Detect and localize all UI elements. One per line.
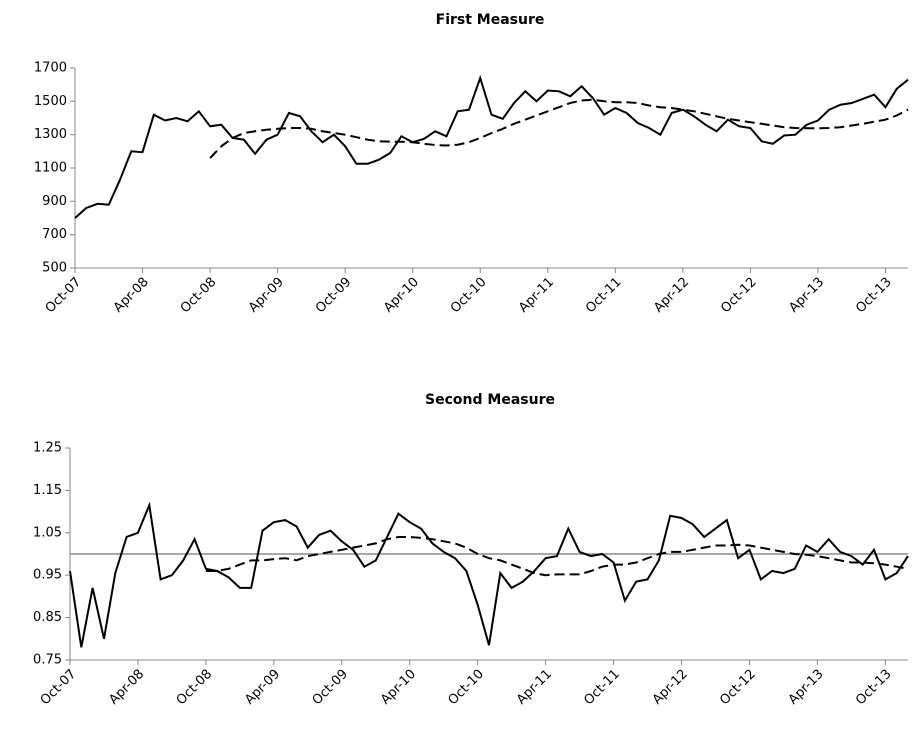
chart-title: Second Measure (425, 392, 555, 408)
line-series (74, 74, 909, 219)
x-tick-label: Oct-07 (38, 667, 80, 709)
x-tick-label: Apr-10 (378, 667, 419, 708)
x-tick-label: Oct-12 (717, 667, 759, 709)
x-tick-label: Apr-08 (106, 667, 147, 708)
y-tick-label: 1100 (34, 161, 67, 176)
x-tick-label: Apr-13 (786, 275, 827, 316)
line-series (69, 501, 909, 648)
y-tick-label: 0.95 (33, 568, 62, 583)
x-tick-label: Oct-13 (853, 275, 895, 317)
y-tick-label: 1.05 (33, 525, 62, 540)
x-tick-label: Apr-10 (381, 275, 422, 316)
line-series (205, 536, 909, 577)
x-tick-label: Oct-11 (581, 667, 623, 709)
x-tick-label: Oct-10 (445, 667, 487, 709)
chart-title: First Measure (436, 12, 545, 28)
x-tick-label: Apr-08 (111, 275, 152, 316)
y-tick-label: 1300 (34, 127, 67, 142)
x-tick-label: Oct-07 (43, 275, 85, 317)
y-tick-label: 0.75 (33, 653, 62, 668)
y-tick-label: 1500 (34, 94, 67, 109)
x-tick-label: Apr-12 (650, 667, 691, 708)
y-tick-label: 1.25 (33, 441, 62, 456)
x-tick-label: Oct-12 (718, 275, 760, 317)
x-tick-label: Apr-09 (242, 667, 283, 708)
x-tick-label: Oct-10 (448, 275, 490, 317)
x-tick-label: Apr-13 (786, 667, 827, 708)
x-tick-label: Oct-11 (583, 275, 625, 317)
y-tick-label: 1700 (34, 61, 67, 76)
y-tick-label: 0.85 (33, 610, 62, 625)
y-tick-label: 1.15 (33, 483, 62, 498)
x-tick-label: Oct-08 (178, 275, 220, 317)
x-tick-label: Oct-09 (313, 275, 355, 317)
x-tick-label: Apr-09 (246, 275, 287, 316)
x-tick-label: Apr-11 (516, 275, 557, 316)
x-tick-label: Oct-09 (310, 667, 352, 709)
x-tick-label: Oct-13 (853, 667, 895, 709)
x-tick-label: Apr-11 (514, 667, 555, 708)
y-tick-label: 700 (42, 227, 67, 242)
y-tick-label: 900 (42, 194, 67, 209)
x-tick-label: Apr-12 (651, 275, 692, 316)
x-tick-label: Oct-08 (174, 667, 216, 709)
line-series (209, 98, 909, 159)
y-tick-label: 500 (42, 261, 67, 276)
